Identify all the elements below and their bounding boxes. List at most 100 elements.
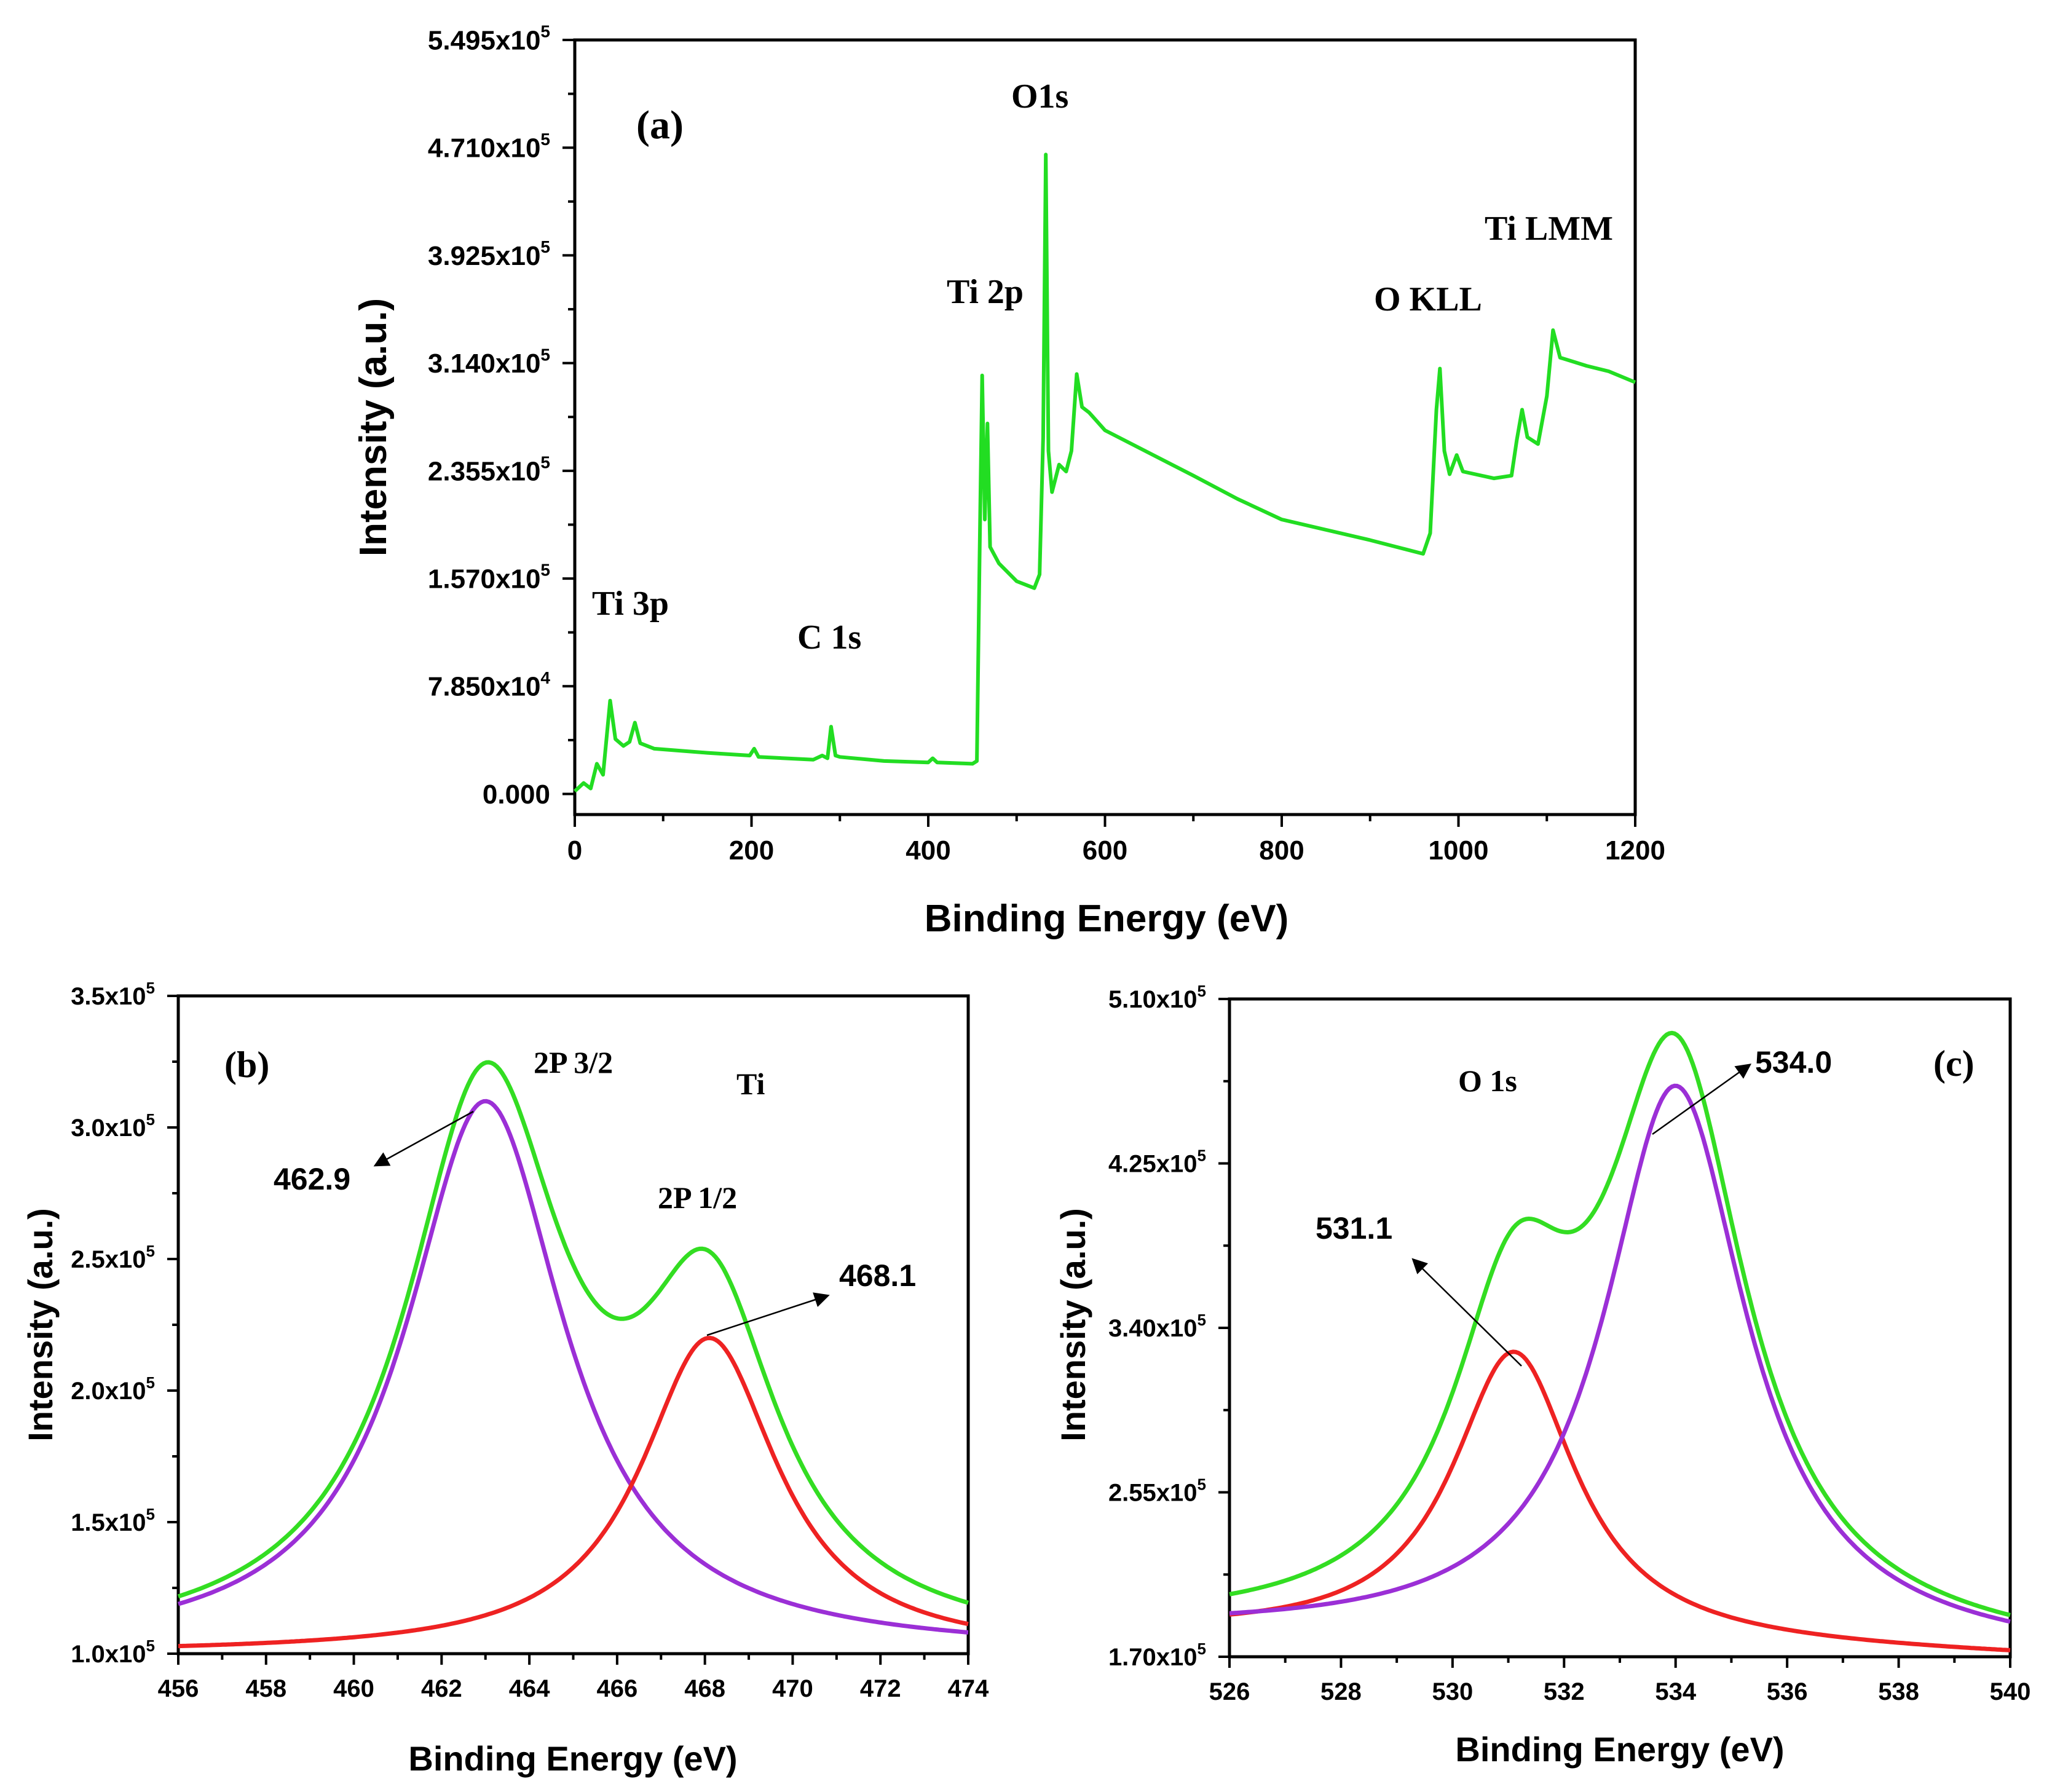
x-tick-label: 474 (948, 1675, 989, 1702)
y-tick-exponent: 5 (540, 452, 550, 472)
y-tick-label: 3.0x105 (71, 1110, 155, 1142)
annotation-ti: Ti (736, 1067, 765, 1101)
y-tick-exponent: 5 (540, 22, 550, 41)
y-tick-label: 3.5x105 (71, 979, 155, 1010)
y-tick-mantissa: 5.10x10 (1108, 986, 1198, 1013)
y-tick-label: 1.0x105 (71, 1636, 155, 1668)
panel-c-x-axis: 526 528 530 532 534 536 538 540 (1209, 1657, 2030, 1705)
x-tick-label: 464 (509, 1675, 550, 1702)
y-tick-label: 0.000 (483, 780, 550, 810)
envelope-curve (177, 1060, 969, 1605)
y-tick-label: 4.25x105 (1108, 1147, 1206, 1178)
y-tick-label: 3.925x105 (428, 237, 550, 271)
y-tick-mantissa: 4.710x10 (428, 133, 541, 164)
panel-a-survey-chart: 0.0007.850x1041.570x1052.355x1053.140x10… (352, 22, 1665, 940)
panel-a-y-axis-title: Intensity (a.u.) (352, 298, 395, 556)
y-tick-mantissa: 4.25x10 (1108, 1151, 1198, 1178)
x-tick-label: 470 (772, 1675, 813, 1702)
y-tick-label: 1.5x105 (71, 1505, 155, 1536)
y-tick-label: 2.355x105 (428, 452, 550, 486)
y-tick-exponent: 5 (146, 1373, 155, 1392)
y-tick-mantissa: 3.925x10 (428, 241, 541, 271)
y-tick-label: 5.10x105 (1108, 982, 1206, 1013)
annotation-2p-1-2: 2P 1/2 (658, 1180, 737, 1215)
arrow-468-1 (706, 1292, 830, 1336)
y-tick-mantissa: 3.40x10 (1108, 1315, 1198, 1342)
y-tick-label: 2.0x105 (71, 1373, 155, 1405)
x-tick-label: 600 (1083, 835, 1127, 866)
annotation-ti-3p: Ti 3p (592, 585, 669, 623)
peak-label-468-1: 468.1 (839, 1258, 916, 1293)
panel-c-plot-frame (1228, 997, 2012, 1659)
panel-c-x-axis-title: Binding Energy (eV) (1455, 1730, 1784, 1769)
x-tick-label: 200 (729, 835, 774, 866)
y-tick-label: 7.850x104 (428, 668, 551, 702)
panel-c-y-axis-title: Intensity (a.u.) (1054, 1208, 1092, 1442)
y-tick-mantissa: 1.570x10 (428, 564, 541, 594)
y-tick-label: 3.140x105 (428, 345, 550, 379)
y-tick-exponent: 5 (1198, 1475, 1206, 1494)
x-tick-label: 536 (1767, 1678, 1808, 1705)
x-tick-label: 1200 (1605, 835, 1665, 866)
y-tick-label: 4.710x105 (428, 130, 550, 164)
peak-label-531-1: 531.1 (1316, 1211, 1392, 1245)
y-tick-exponent: 5 (146, 1505, 155, 1523)
y-tick-exponent: 5 (540, 561, 550, 580)
y-tick-exponent: 5 (1198, 1311, 1206, 1329)
annotation-2p-3-2: 2P 3/2 (534, 1045, 613, 1080)
x-tick-label: 526 (1209, 1678, 1250, 1705)
y-tick-exponent: 5 (540, 130, 550, 149)
annotation-o-1s: O 1s (1458, 1064, 1517, 1098)
panel-b-ti2p-chart: 1.0x1051.5x1052.0x1052.5x1053.0x1053.5x1… (21, 979, 989, 1778)
panel-a-plot-frame (573, 38, 1637, 816)
component-curve (178, 1335, 969, 1649)
panel-b-y-axis-title: Intensity (a.u.) (21, 1208, 60, 1442)
y-tick-mantissa: 2.0x10 (71, 1378, 146, 1405)
component-curve (177, 1099, 969, 1635)
y-tick-exponent: 5 (146, 1110, 155, 1129)
series-line-survey (573, 152, 1636, 793)
y-tick-mantissa: 2.5x10 (71, 1246, 146, 1273)
y-tick-label: 2.5x105 (71, 1242, 155, 1273)
panel-a-label: (a) (636, 103, 684, 148)
y-tick-mantissa: 2.355x10 (428, 456, 541, 486)
panel-b-y-axis: 1.0x1051.5x1052.0x1052.5x1053.0x1053.5x1… (71, 979, 178, 1668)
x-tick-label: 400 (906, 835, 950, 866)
y-tick-exponent: 5 (146, 1636, 155, 1655)
y-tick-exponent: 5 (540, 345, 550, 364)
y-tick-exponent: 5 (1198, 982, 1206, 1000)
y-tick-exponent: 5 (1198, 1640, 1206, 1658)
x-tick-label: 458 (245, 1675, 286, 1702)
component-curve (1229, 1083, 2011, 1624)
x-tick-label: 468 (684, 1675, 725, 1702)
y-tick-exponent: 5 (146, 1242, 155, 1260)
y-tick-exponent: 5 (146, 979, 155, 997)
y-tick-label: 5.495x105 (428, 22, 550, 56)
x-tick-label: 1000 (1429, 835, 1489, 866)
y-tick-mantissa: 3.0x10 (71, 1115, 146, 1142)
y-tick-exponent: 4 (540, 668, 550, 687)
x-tick-label: 0 (567, 835, 582, 866)
panel-b-x-axis-title: Binding Energy (eV) (408, 1739, 737, 1778)
peak-label-462-9: 462.9 (274, 1162, 350, 1196)
peak-label-534-0: 534.0 (1755, 1045, 1832, 1080)
panel-b-label: (b) (224, 1044, 269, 1085)
y-tick-mantissa: 1.70x10 (1108, 1644, 1198, 1671)
annotation-ti-2p: Ti 2p (947, 273, 1024, 311)
y-tick-mantissa: 0.000 (483, 780, 550, 810)
y-tick-mantissa: 3.140x10 (428, 349, 541, 379)
y-tick-exponent: 5 (1198, 1147, 1206, 1165)
annotation-o1s: O1s (1011, 77, 1068, 116)
x-tick-label: 472 (860, 1675, 901, 1702)
y-tick-mantissa: 1.5x10 (71, 1509, 146, 1536)
panel-c-o1s-chart: 1.70x1052.55x1053.40x1054.25x1055.10x105… (1054, 982, 2030, 1769)
x-tick-label: 528 (1320, 1678, 1362, 1705)
x-tick-label: 456 (158, 1675, 199, 1702)
panel-a-x-axis: 0 200 400 600 800 1000 1200 (567, 815, 1665, 866)
panel-a-x-axis-title: Binding Energy (eV) (925, 898, 1288, 940)
arrow-531-1 (1411, 1258, 1522, 1367)
panel-b-plot-frame (176, 994, 970, 1656)
component-curve (1229, 1349, 2011, 1652)
x-tick-label: 538 (1878, 1678, 1919, 1705)
